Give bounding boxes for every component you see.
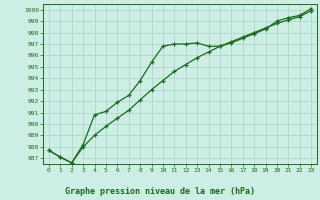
Text: Graphe pression niveau de la mer (hPa): Graphe pression niveau de la mer (hPa) xyxy=(65,187,255,196)
